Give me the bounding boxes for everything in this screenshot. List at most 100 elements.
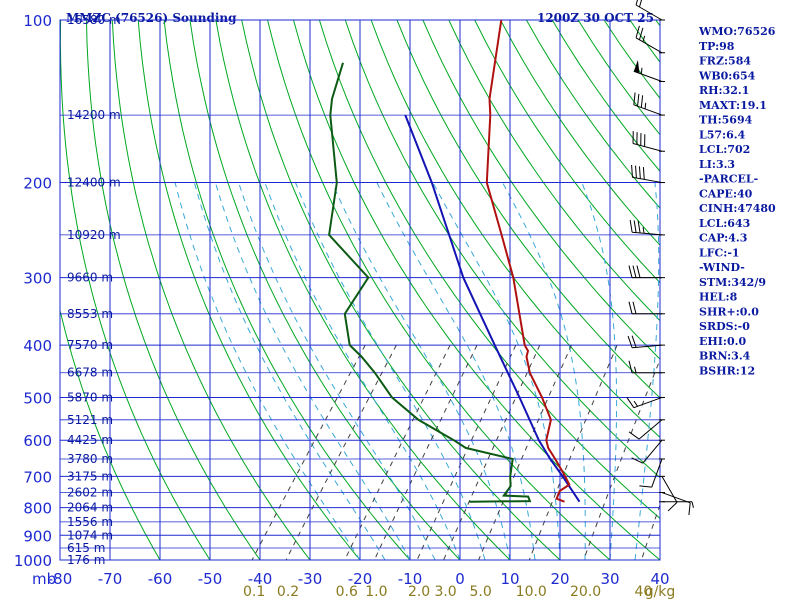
- moist-adiabat: [634, 182, 660, 560]
- height-label: 3780 m: [67, 452, 113, 466]
- mixing-ratio-line: [285, 344, 397, 560]
- sounding-index: HEL:8: [699, 291, 738, 304]
- wind-barb: [632, 131, 665, 152]
- mixing-ratio-label: 20.0: [570, 584, 601, 600]
- height-label: 8553 m: [67, 307, 113, 321]
- pressure-tick-label: 600: [23, 432, 52, 450]
- parcel-path: [404, 114, 581, 503]
- mixing-ratio-label: 5.0: [469, 584, 491, 600]
- mixing-ratio-line: [373, 344, 478, 560]
- temperature-tick-label: -70: [98, 570, 123, 588]
- moist-adiabat: [581, 182, 618, 560]
- moist-adiabat: [193, 182, 386, 560]
- sounding-index: CAPE:40: [699, 187, 753, 200]
- temperature-tick-label: -80: [48, 570, 73, 588]
- moist-adiabat: [214, 182, 411, 560]
- height-label: 12400 m: [67, 176, 121, 190]
- wind-barb: [628, 419, 665, 440]
- sounding-index: RH:32.1: [699, 84, 749, 97]
- sounding-index: CINH:47480: [699, 202, 776, 215]
- temperature-axis: -80 -70 -60 -50 -40 -30 -20 -10 0 10 20 30 40: [48, 570, 670, 588]
- mixing-ratio-label: 1.0: [365, 584, 387, 600]
- wind-barb: [628, 360, 665, 374]
- wind-barb: [659, 501, 694, 508]
- pressure-tick-label: 1000: [14, 552, 52, 570]
- mixing-ratio-label: 10.0: [516, 584, 547, 600]
- pressure-tick-label: 300: [23, 270, 52, 288]
- wind-barb-column: [626, 0, 694, 516]
- station-title: MMZC (76526) Sounding: [66, 11, 237, 25]
- mixing-ratio-line: [251, 344, 366, 560]
- profile-lines: [328, 20, 581, 503]
- temperature-tick-label: 0: [455, 570, 465, 588]
- height-label: 2064 m: [67, 501, 113, 515]
- sounding-index: LI:3.3: [699, 158, 735, 171]
- sounding-index: BSHR:12: [699, 364, 755, 377]
- height-label: 4425 m: [67, 433, 113, 447]
- height-label: 5121 m: [67, 413, 113, 427]
- mixing-ratio-label: 0.1: [243, 584, 265, 600]
- mixing-ratio-line: [478, 344, 572, 560]
- pressure-tick-label: 100: [23, 12, 52, 30]
- pressure-tick-label: 700: [23, 468, 52, 486]
- sounding-index: STM:342/9: [699, 276, 766, 289]
- sounding-index: BRN:3.4: [699, 350, 751, 363]
- mixing-ratio-label: 40: [634, 584, 652, 600]
- valid-time: 1200Z 30 OCT 25: [537, 11, 654, 25]
- dry-adiabat: [189, 20, 461, 560]
- height-label: 14200 m: [67, 108, 121, 122]
- mixing-ratio-label: 0.2: [277, 584, 299, 600]
- dry-adiabat: [163, 20, 411, 560]
- mixing-ratio-label: 0.6: [336, 584, 358, 600]
- mixing-ratio-line: [528, 344, 618, 560]
- pressure-tick-label: 900: [23, 527, 52, 545]
- height-label: 7570 m: [67, 338, 113, 352]
- dry-adiabat: [111, 20, 311, 560]
- sounding-index: LFC:-1: [699, 246, 740, 259]
- wind-barb: [628, 265, 665, 279]
- wind-barb: [627, 335, 665, 349]
- wind-barb: [628, 301, 665, 315]
- wind-barb: [629, 219, 665, 236]
- temperature-tick-label: -40: [248, 570, 273, 588]
- temperature-tick-label: -10: [398, 570, 423, 588]
- sounding-index: CAP:4.3: [699, 232, 747, 245]
- wind-barb: [633, 59, 665, 83]
- pressure-tick-label: 200: [23, 175, 52, 193]
- mixing-ratio-label: 3.0: [434, 584, 456, 600]
- pressure-unit-label: mb: [32, 570, 56, 588]
- height-label: 176 m: [67, 553, 105, 567]
- dry-adiabat: [241, 20, 561, 560]
- mixing-ratio-labels: 0.1 0.2 0.6 1.0 2.0 3.0 5.0 10.0 20.0 40g/kg: [243, 584, 675, 600]
- wind-barb: [626, 396, 665, 409]
- dewpoint-profile: [328, 62, 532, 503]
- wind-barb: [659, 492, 691, 516]
- height-label: 9660 m: [67, 271, 113, 285]
- wind-barb: [635, 0, 665, 21]
- pressure-tick-label: 500: [23, 389, 52, 407]
- plot-frame: [59, 19, 661, 561]
- sounding-index: TH:5694: [699, 114, 753, 127]
- temperature-tick-label: -20: [348, 570, 373, 588]
- height-label: 6678 m: [67, 366, 113, 380]
- temperature-profile: [485, 20, 571, 503]
- height-label: 3175 m: [67, 469, 113, 483]
- wind-barb: [631, 439, 665, 464]
- sounding-index: FRZ:584: [699, 55, 751, 68]
- grid-lines: [59, 19, 661, 561]
- temperature-tick-label: -60: [148, 570, 173, 588]
- wind-barb: [635, 25, 665, 54]
- height-label: 5870 m: [67, 390, 113, 404]
- height-label: 1074 m: [67, 528, 113, 542]
- wind-barb: [633, 92, 665, 116]
- mixing-ratio-label: g/kg: [645, 584, 676, 600]
- temperature-tick-label: -30: [298, 570, 323, 588]
- temperature-tick-label: 30: [600, 570, 619, 588]
- sounding-index: SRDS:-0: [699, 320, 750, 333]
- height-label: 1556 m: [67, 515, 113, 529]
- mixing-ratio-label: 2.0: [408, 584, 430, 600]
- height-labels: 16580 m 14200 m 12400 m 10920 m 9660 m 8553 m…: [67, 13, 121, 567]
- sounding-index: SHR+:0.0: [699, 305, 759, 318]
